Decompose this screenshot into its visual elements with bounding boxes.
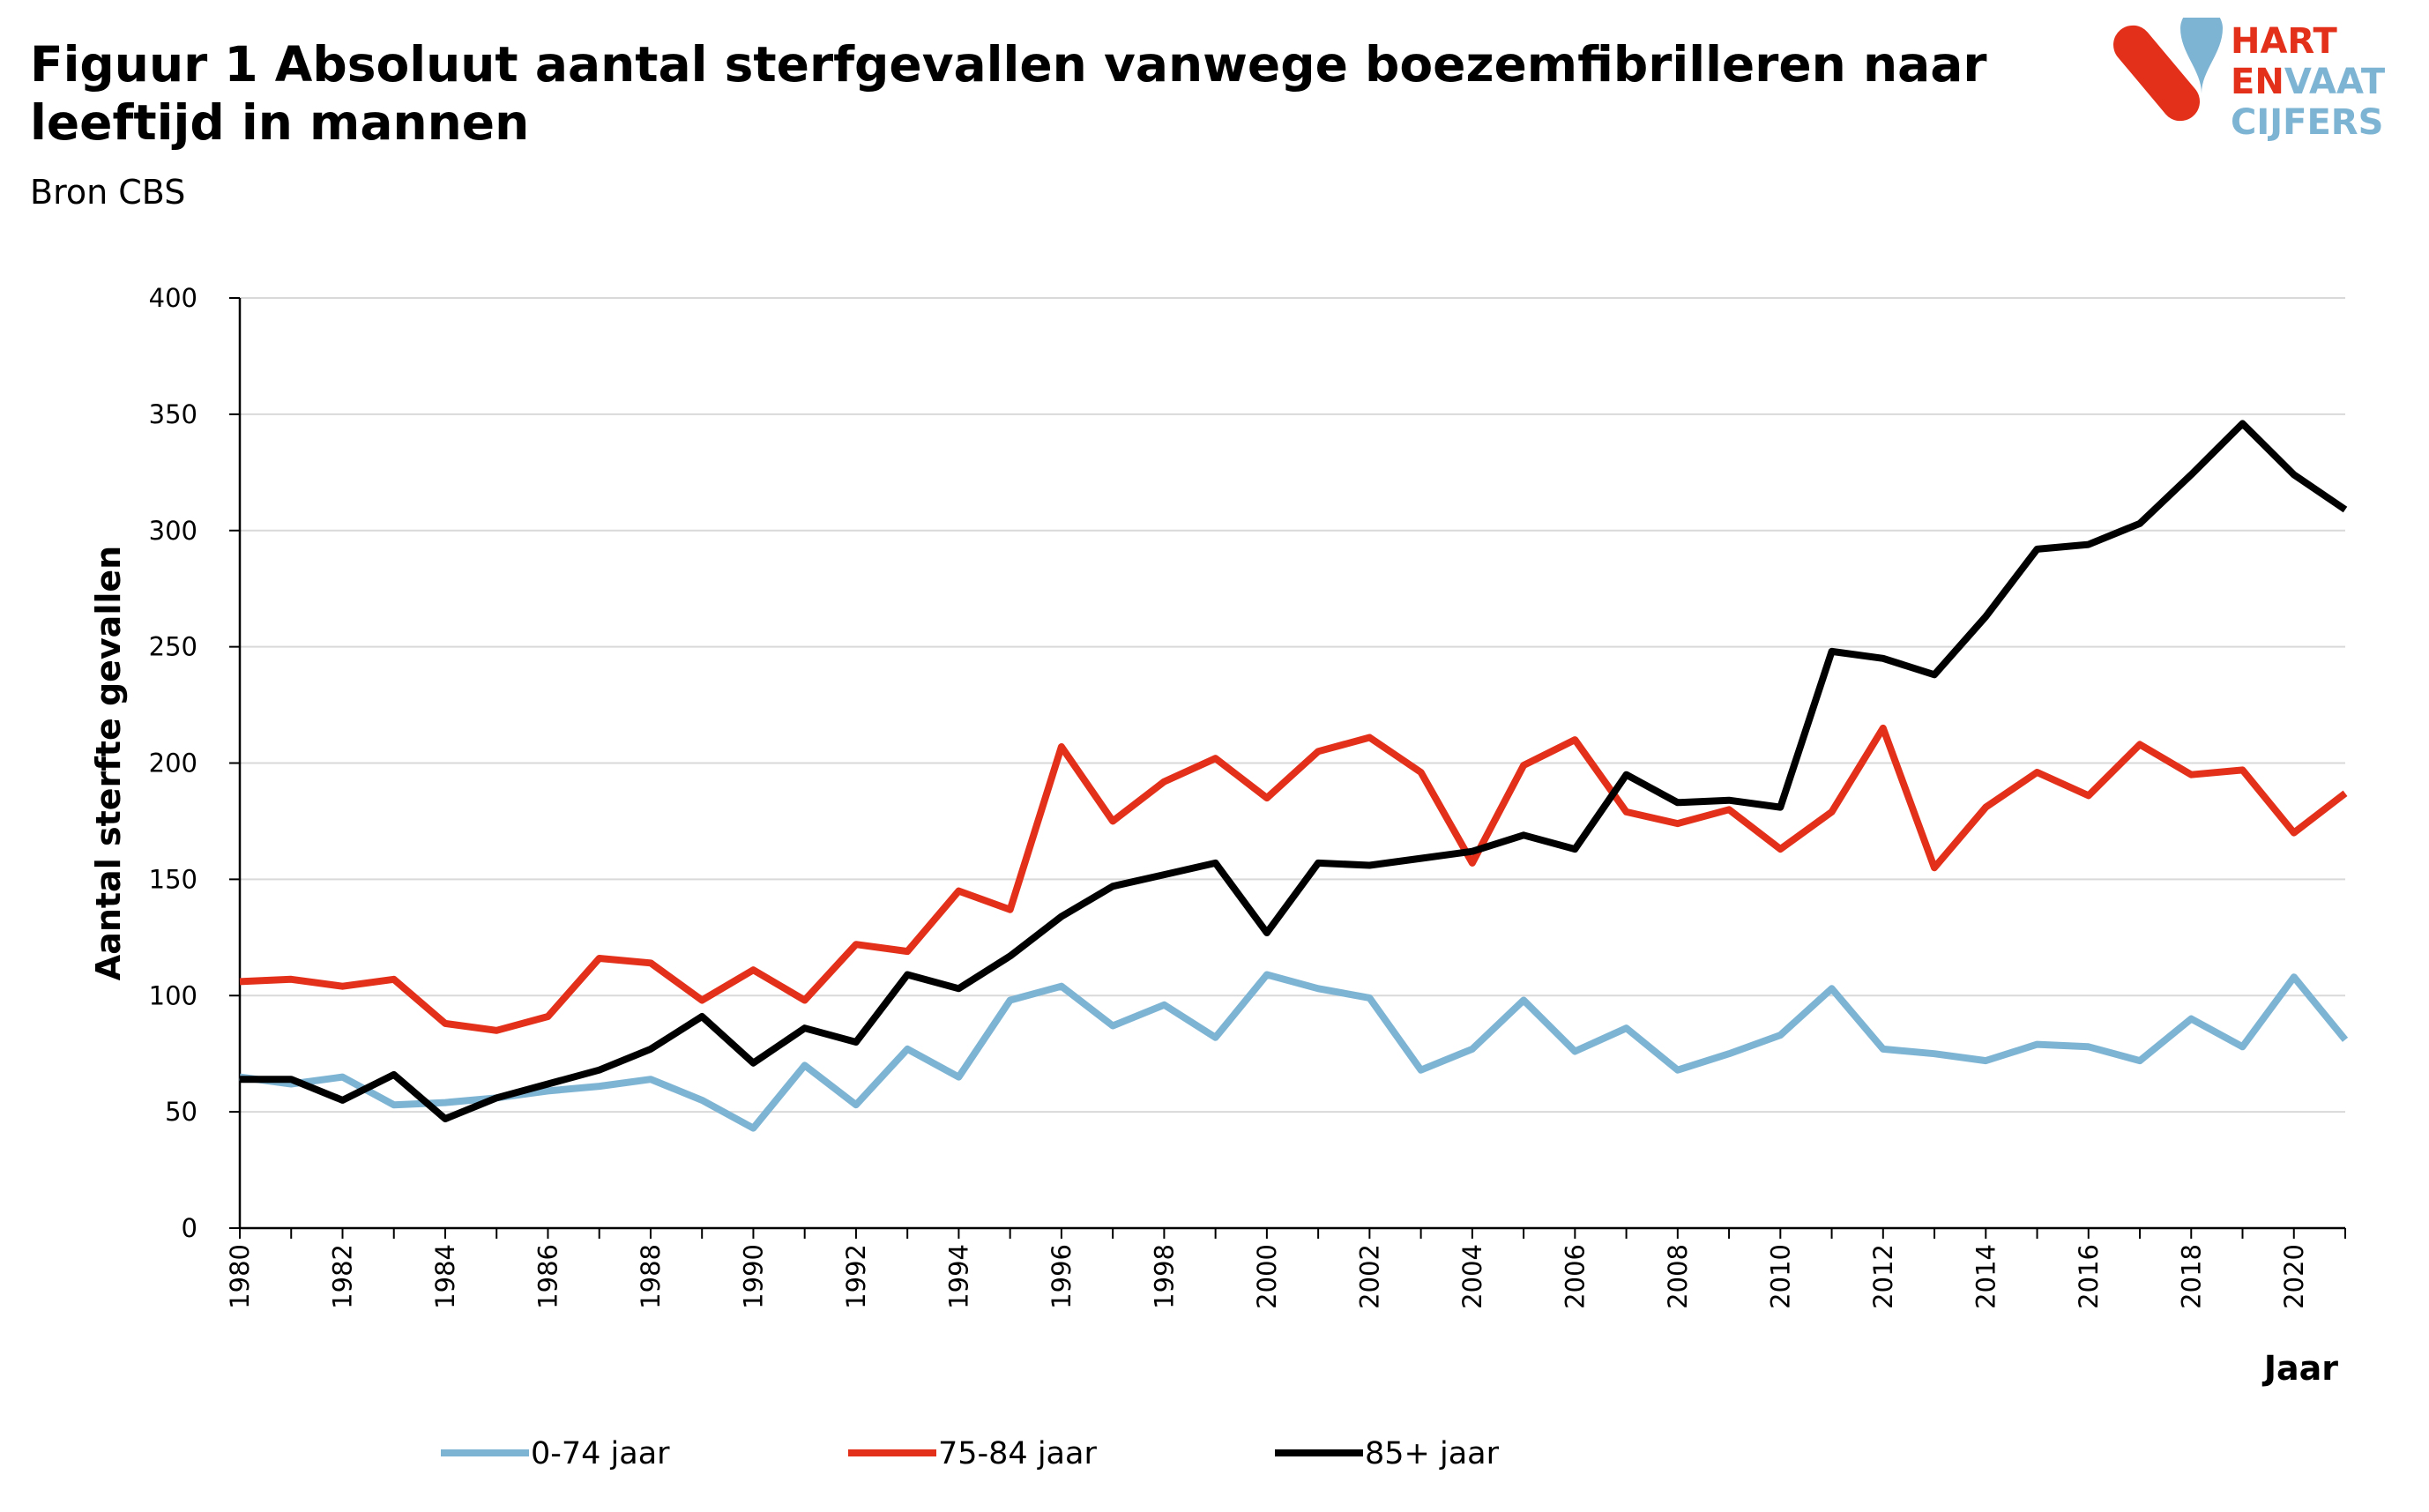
x-tick-label-2010: 2010 — [1765, 1244, 1795, 1309]
logo-text-cijfers: CIJFERS — [2231, 102, 2383, 143]
series-line-0 — [239, 971, 2349, 1132]
y-axis-title: Aantal sterfte gevallen — [89, 546, 128, 980]
x-tick-label-1992: 1992 — [841, 1244, 871, 1309]
series-line-1 — [239, 724, 2348, 1034]
x-tick-label-2020: 2020 — [2279, 1244, 2309, 1309]
legend-label-0: 0-74 jaar — [531, 1436, 670, 1471]
x-tick-label-1984: 1984 — [430, 1244, 460, 1309]
logo-text-en: EN — [2231, 62, 2284, 102]
axes — [229, 297, 2346, 1239]
x-tick-label-2006: 2006 — [1560, 1244, 1590, 1309]
x-tick-label-1980: 1980 — [225, 1244, 255, 1309]
legend-label-1: 75-84 jaar — [938, 1436, 1097, 1471]
x-tick-label-2014: 2014 — [1971, 1244, 2001, 1309]
logo-text-hart: HART — [2231, 21, 2337, 62]
x-tick-label-1994: 1994 — [943, 1244, 973, 1309]
chart-title: Figuur 1 Absoluut aantal sterfgevallen v… — [30, 36, 1987, 151]
x-tick-label-2008: 2008 — [1663, 1244, 1693, 1309]
legend-label-2: 85+ jaar — [1365, 1436, 1500, 1471]
logo-text-en-vaat: ENVAAT — [2231, 62, 2386, 102]
y-tick-label-0: 0 — [182, 1213, 197, 1243]
x-tick-label-1998: 1998 — [1149, 1244, 1179, 1309]
chart-source: Bron CBS — [30, 173, 186, 212]
gridlines — [240, 297, 2345, 1114]
x-tick-label-1982: 1982 — [327, 1244, 357, 1309]
x-tick-label-2002: 2002 — [1354, 1244, 1384, 1309]
y-tick-label-50: 50 — [165, 1097, 197, 1127]
y-tick-label-300: 300 — [149, 516, 197, 546]
x-axis-title: Jaar — [2261, 1349, 2338, 1388]
x-tick-labels: 1980 1982 1984 1986 1988 1990 1992 1994 1996 1998… — [225, 1244, 2309, 1309]
y-tick-label-250: 250 — [149, 632, 197, 662]
x-tick-label-2018: 2018 — [2176, 1244, 2206, 1309]
heart-logo-icon — [2113, 18, 2223, 122]
x-tick-label-1996: 1996 — [1047, 1244, 1077, 1309]
y-tick-label-400: 400 — [149, 283, 197, 313]
y-tick-label-350: 350 — [149, 399, 197, 429]
y-tick-label-100: 100 — [149, 980, 197, 1010]
logo-text-vaat: VAAT — [2284, 62, 2386, 102]
x-tick-label-1988: 1988 — [636, 1244, 666, 1309]
y-tick-label-200: 200 — [149, 749, 197, 778]
y-tick-labels: 0 50 100 150 200 250 300 350 400 — [149, 283, 197, 1243]
x-tick-label-2012: 2012 — [1868, 1244, 1898, 1309]
x-tick-label-1990: 1990 — [738, 1244, 768, 1309]
hart-en-vaat-cijfers-logo: HART ENVAAT CIJFERS — [2113, 18, 2386, 143]
legend: 0-74 jaar 75-84 jaar 85+ jaar — [441, 1436, 1500, 1471]
series-line-2 — [240, 420, 2348, 1122]
series-lines — [239, 420, 2349, 1132]
x-tick-label-2000: 2000 — [1252, 1244, 1282, 1309]
y-tick-label-150: 150 — [149, 864, 197, 894]
x-tick-label-1986: 1986 — [533, 1244, 563, 1309]
x-tick-label-2016: 2016 — [2074, 1244, 2104, 1309]
x-tick-label-2004: 2004 — [1457, 1244, 1487, 1309]
